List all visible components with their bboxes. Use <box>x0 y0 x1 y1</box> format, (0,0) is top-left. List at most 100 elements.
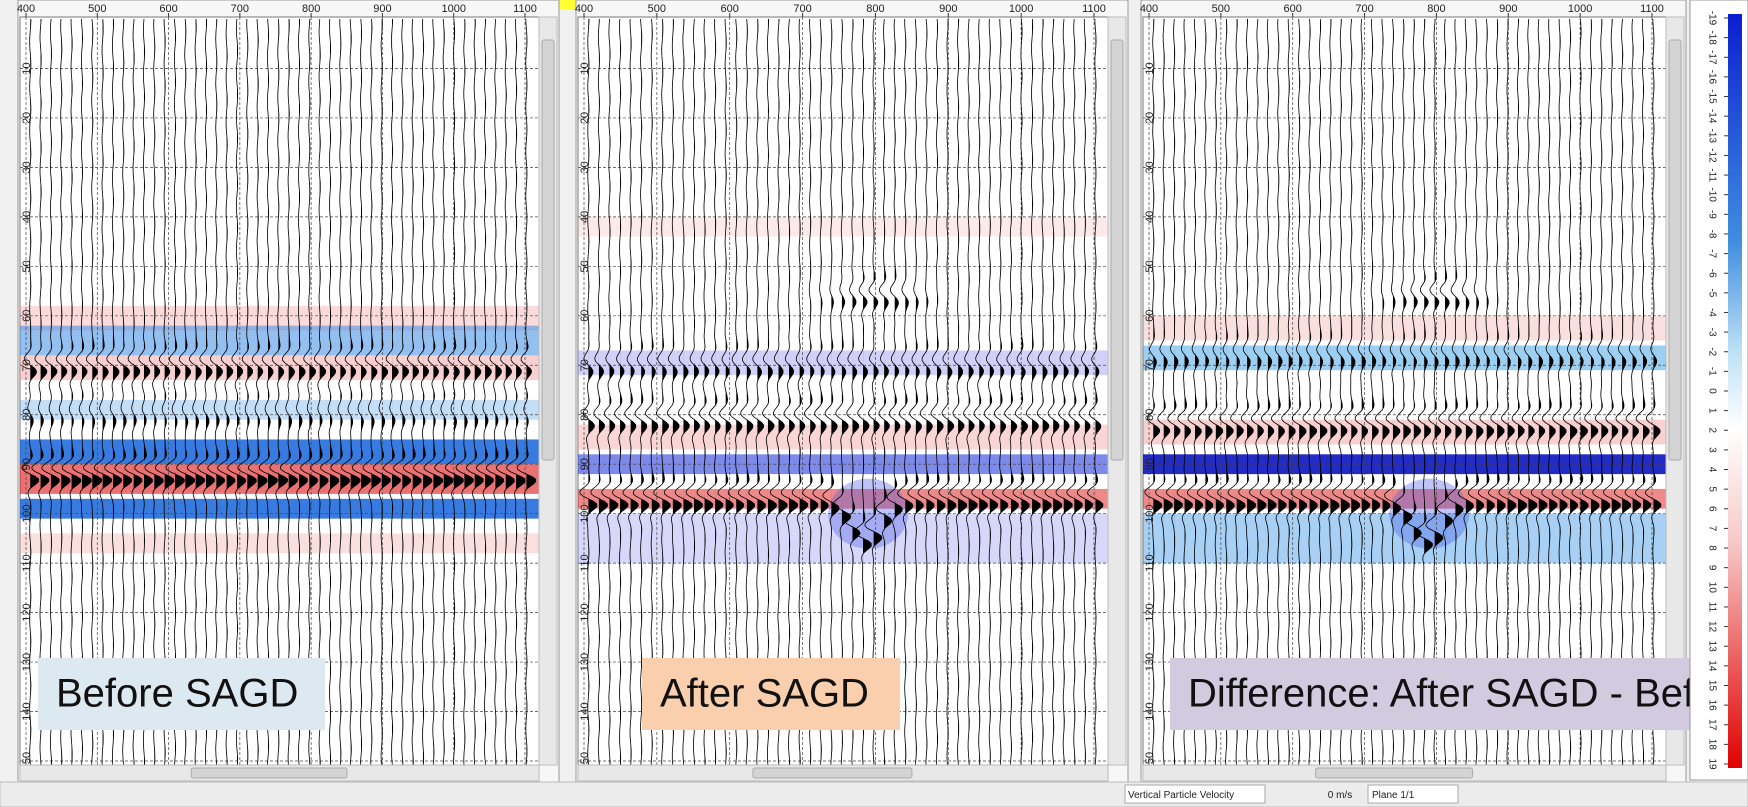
caption: Difference: After SAGD - Befo <box>1188 672 1716 716</box>
y-tick-label: 70 <box>579 359 591 371</box>
colorbar-label: -13 <box>1706 129 1717 144</box>
colorbar-label: 3 <box>1706 447 1717 453</box>
status-plane: Plane 1/1 <box>1372 790 1415 801</box>
y-tick-label: 130 <box>1144 653 1156 671</box>
y-tick-label: 20 <box>579 112 591 124</box>
colorbar-label: -14 <box>1706 109 1717 124</box>
x-tick-label: 500 <box>88 3 106 15</box>
colorbar-label: -9 <box>1706 210 1717 219</box>
status-quantity: Vertical Particle Velocity <box>1128 790 1234 801</box>
y-tick-label: 140 <box>1144 702 1156 720</box>
colorbar-label: 15 <box>1706 680 1717 692</box>
y-tick-label: 120 <box>579 603 591 621</box>
x-tick-label: 400 <box>575 3 593 15</box>
colorbar-label: 11 <box>1706 602 1717 613</box>
y-tick-label: 20 <box>1144 112 1156 124</box>
colorbar-label: 6 <box>1706 506 1717 512</box>
plot-area <box>578 17 1108 765</box>
x-tick-label: 400 <box>1140 3 1158 15</box>
colorbar-label: -1 <box>1706 367 1717 376</box>
x-tick-label: 800 <box>1427 3 1445 15</box>
colorbar-label: -8 <box>1706 229 1717 238</box>
y-tick-label: 120 <box>1144 603 1156 621</box>
y-tick-label: 20 <box>21 112 33 124</box>
y-tick-label: 10 <box>21 62 33 74</box>
y-tick-label: 110 <box>1144 554 1156 572</box>
colorbar-label: -19 <box>1706 11 1717 26</box>
x-tick-label: 1000 <box>1568 3 1592 15</box>
y-tick-label: 100 <box>21 504 33 522</box>
colorbar-label: -4 <box>1706 308 1717 317</box>
colorbar-label: -3 <box>1706 328 1717 337</box>
x-tick-label: 500 <box>648 3 666 15</box>
colorbar-label: -16 <box>1706 70 1717 85</box>
amplitude-band <box>20 499 539 519</box>
x-tick-label: 1100 <box>1082 3 1106 15</box>
colorbar-label: 1 <box>1706 408 1717 414</box>
colorbar-label: 14 <box>1706 660 1717 672</box>
y-tick-label: 90 <box>579 458 591 470</box>
x-tick-label: 600 <box>721 3 739 15</box>
y-tick-label: 110 <box>579 554 591 572</box>
amplitude-band <box>20 533 539 553</box>
y-tick-label: 50 <box>1144 260 1156 272</box>
y-tick-label: 30 <box>21 161 33 173</box>
y-tick-label: 80 <box>1144 409 1156 421</box>
scroll-thumb <box>1669 40 1681 460</box>
colorbar-label: 5 <box>1706 486 1717 492</box>
y-tick-label: 60 <box>1144 310 1156 322</box>
status-bar <box>0 782 1748 807</box>
colorbar-label: 18 <box>1706 739 1717 751</box>
colorbar-label: 12 <box>1706 621 1717 633</box>
colorbar-label: 17 <box>1706 719 1717 731</box>
x-tick-label: 500 <box>1212 3 1230 15</box>
x-tick-label: 800 <box>866 3 884 15</box>
y-tick-label: 90 <box>21 458 33 470</box>
y-tick-label: 70 <box>21 359 33 371</box>
y-tick-label: 80 <box>21 409 33 421</box>
y-tick-label: 40 <box>1144 211 1156 223</box>
x-tick-label: 1000 <box>1009 3 1033 15</box>
plot-area <box>1143 17 1666 765</box>
colorbar-label: 4 <box>1706 467 1717 473</box>
colorbar-label: 2 <box>1706 427 1717 433</box>
colorbar <box>1728 14 1742 768</box>
colorbar-label: 9 <box>1706 565 1717 571</box>
x-tick-label: 900 <box>373 3 391 15</box>
colorbar-label: -2 <box>1706 347 1717 356</box>
amplitude-band <box>578 217 1108 237</box>
y-tick-label: 30 <box>579 161 591 173</box>
y-tick-label: 80 <box>579 409 591 421</box>
y-tick-label: 30 <box>1144 161 1156 173</box>
y-tick-label: 70 <box>1144 359 1156 371</box>
x-tick-label: 700 <box>793 3 811 15</box>
colorbar-label: -12 <box>1706 148 1717 163</box>
status-value: 0 m/s <box>1328 790 1352 801</box>
colorbar-label: -7 <box>1706 249 1717 258</box>
y-tick-label: 110 <box>21 554 33 572</box>
x-tick-label: 900 <box>939 3 957 15</box>
plot-area <box>20 17 539 765</box>
caption: Before SAGD <box>56 672 298 716</box>
x-tick-label: 600 <box>159 3 177 15</box>
y-tick-label: 130 <box>579 653 591 671</box>
colorbar-label: -10 <box>1706 187 1717 202</box>
scroll-thumb <box>542 40 554 460</box>
y-tick-label: 10 <box>1144 62 1156 74</box>
seismic-viewer: 1020304050607080901001101201301401504005… <box>0 0 1748 807</box>
scroll-thumb <box>191 768 347 778</box>
y-tick-label: 140 <box>21 702 33 720</box>
y-tick-label: 40 <box>579 211 591 223</box>
colorbar-label: 13 <box>1706 641 1717 653</box>
colorbar-label: -15 <box>1706 89 1717 104</box>
colorbar-label: -6 <box>1706 269 1717 278</box>
x-tick-label: 400 <box>17 3 35 15</box>
x-tick-label: 800 <box>302 3 320 15</box>
x-tick-label: 1100 <box>1640 3 1664 15</box>
colorbar-label: 10 <box>1706 582 1717 594</box>
colorbar-label: 8 <box>1706 545 1717 551</box>
caption: After SAGD <box>660 672 869 716</box>
y-tick-label: 130 <box>21 653 33 671</box>
y-tick-label: 40 <box>21 211 33 223</box>
scroll-thumb <box>1111 40 1123 460</box>
